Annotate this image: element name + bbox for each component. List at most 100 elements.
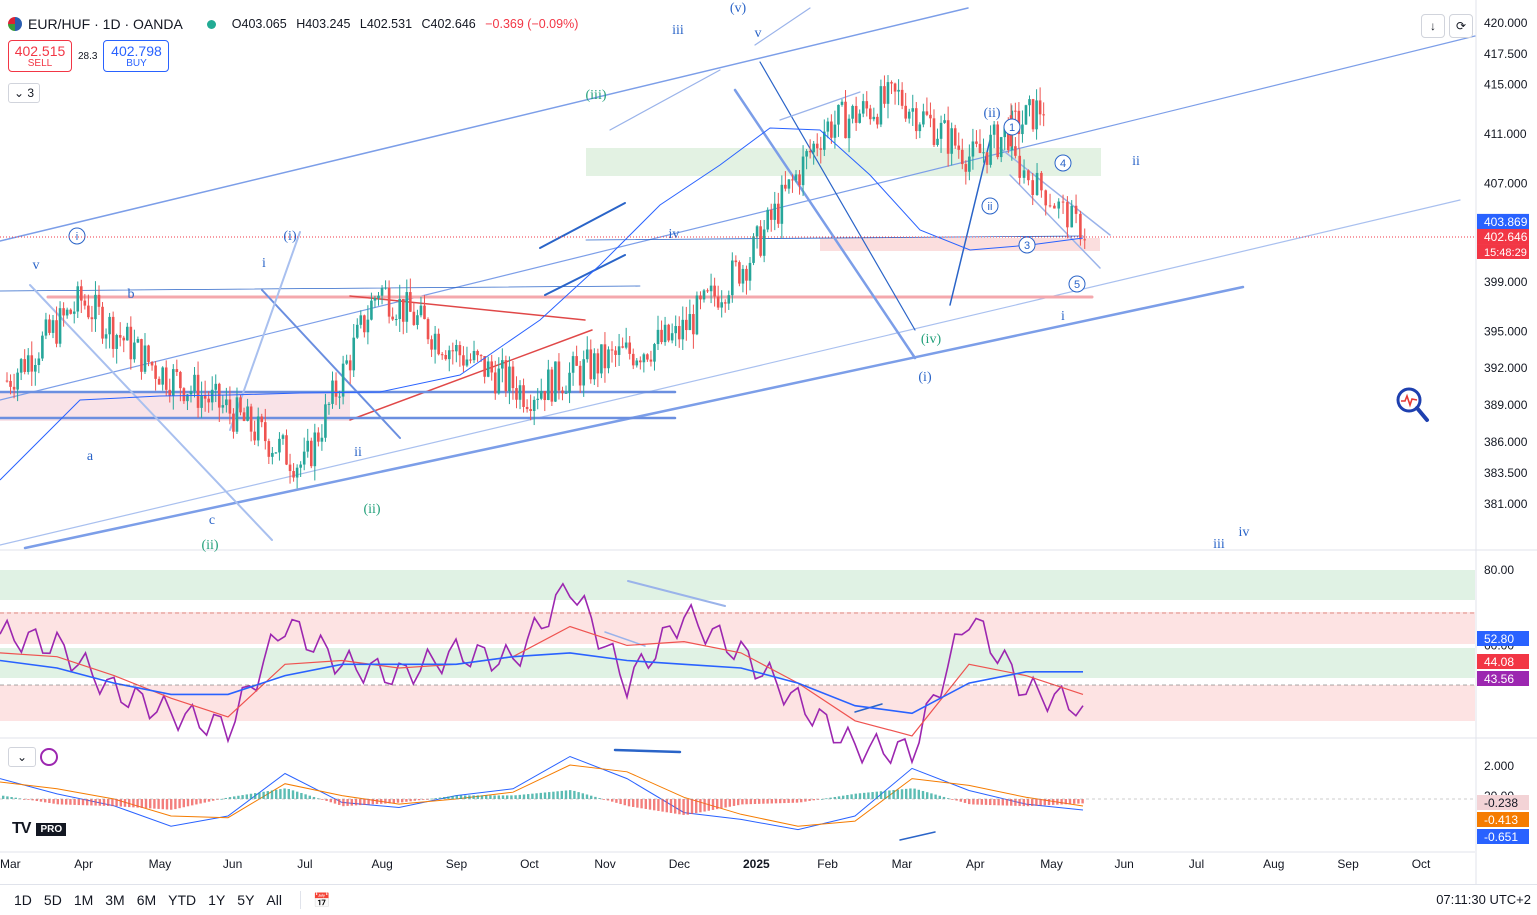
symbol-title[interactable]: EUR/HUF · 1D · OANDA [28,16,183,32]
candle-body [1061,201,1065,203]
rsi-badge-label: 43.56 [1484,672,1514,686]
candle-body [479,355,483,357]
macd-settings-icon[interactable] [40,748,58,766]
candle-body [914,108,918,132]
range-6m[interactable]: 6M [136,892,157,908]
price-tick-label: 420.000 [1484,16,1528,30]
macd-histogram-bar [90,799,93,806]
candle-body [1014,146,1017,156]
macd-histogram-bar [724,799,727,808]
macd-collapse-button[interactable]: ⌄ [8,747,36,767]
candle-body [387,287,391,317]
indicators-toggle-button[interactable]: ⌄ 3 [8,83,40,103]
candle-body [242,412,246,421]
range-5y[interactable]: 5Y [237,892,255,908]
currency-flag-icon [8,17,22,31]
macd-histogram-bar [186,799,190,807]
rsi-bottom-band [0,685,1475,721]
macd-histogram-bar [363,799,366,805]
open-value: O403.065 [231,17,287,31]
candle-body [182,388,186,402]
macd-histogram-bar [1060,799,1063,805]
trendline [733,88,917,360]
refresh-icon: ⟳ [1455,19,1467,33]
macd-histogram-bar [451,795,454,799]
macd-badge [1477,829,1529,844]
sell-button[interactable]: 402.515 SELL [8,40,72,72]
trendline [949,139,991,306]
magnifier-icon [1396,387,1429,422]
candle-body [401,298,405,322]
candle-body [614,350,617,355]
range-3m[interactable]: 3M [105,892,125,908]
candle-body [490,361,494,373]
macd-histogram-bar [52,799,55,804]
macd-histogram-bar [993,799,996,806]
price-tick-label: 392.000 [1484,361,1528,375]
wave-label: (i) [918,370,932,385]
macd-histogram-bar [98,799,101,806]
macd-histogram-bar [1081,799,1084,804]
macd-histogram-bar [94,799,97,806]
macd-histogram-bar [758,799,761,804]
candle-body [1074,205,1078,214]
candle-body [663,324,667,343]
download-button[interactable]: ↓ [1421,14,1445,38]
macd-histogram-bar [426,799,429,800]
macd-histogram-bar [203,799,206,803]
candle-body [946,120,950,154]
wave-label: (ii) [983,106,1000,121]
pro-badge: PRO [36,822,67,836]
range-1m[interactable]: 1M [73,892,94,908]
candle-body [996,124,999,158]
circled-wave-label: 5 [1074,279,1080,291]
circled-wave-label: i [76,231,78,243]
candle-body [833,124,837,138]
candle-body [907,111,911,119]
macd-histogram-bar [690,799,694,814]
macd-histogram-bar [438,797,442,799]
macd-histogram-bar [485,795,488,799]
candle-body [858,113,861,123]
macd-histogram-bar [35,799,38,802]
candle-body [932,118,936,145]
macd-histogram-bar [959,799,962,802]
macd-histogram-bar [905,788,908,799]
candle-body [508,366,511,392]
macd-histogram-bar [1039,799,1042,806]
rsi-tick-label: 80.00 [1484,563,1514,577]
candle-body [525,406,529,410]
macd-histogram-bar [590,795,593,799]
candle-body [161,367,164,385]
macd-histogram-bar [531,793,534,799]
time-tick-label: Oct [1412,857,1431,871]
candle-body [536,398,540,400]
rsi-ma-line [0,625,1084,737]
range-5d[interactable]: 5D [43,892,62,908]
zoom-magnifier-icon[interactable] [1396,387,1430,430]
price-tick-label: 417.500 [1484,47,1528,61]
macd-histogram-bar [942,796,946,799]
candle-body [345,360,348,364]
time-tick-label: Feb [817,857,838,871]
macd-histogram-bar [270,790,274,799]
tradingview-logo: TV PRO [12,820,67,838]
macd-histogram-bar [598,798,601,799]
range-ytd[interactable]: YTD [168,892,197,908]
candle-body [196,374,200,408]
macd-histogram-bar [514,795,517,799]
date-range-calendar-icon[interactable]: 📅 [312,891,331,908]
macd-histogram-bar [913,788,916,799]
macd-histogram-bar [73,799,76,805]
macd-histogram-bar [161,799,164,810]
range-1y[interactable]: 1Y [208,892,226,908]
macd-histogram-bar [766,799,769,804]
price-tick-label: 381.000 [1484,497,1528,511]
time-tick-label: Nov [594,857,615,871]
fullscreen-button[interactable]: ⟳ [1449,14,1473,38]
time-tick-label: May [1040,857,1063,871]
range-all[interactable]: All [266,892,282,908]
range-1d[interactable]: 1D [14,892,32,908]
buy-button[interactable]: 402.798 BUY [103,40,170,72]
